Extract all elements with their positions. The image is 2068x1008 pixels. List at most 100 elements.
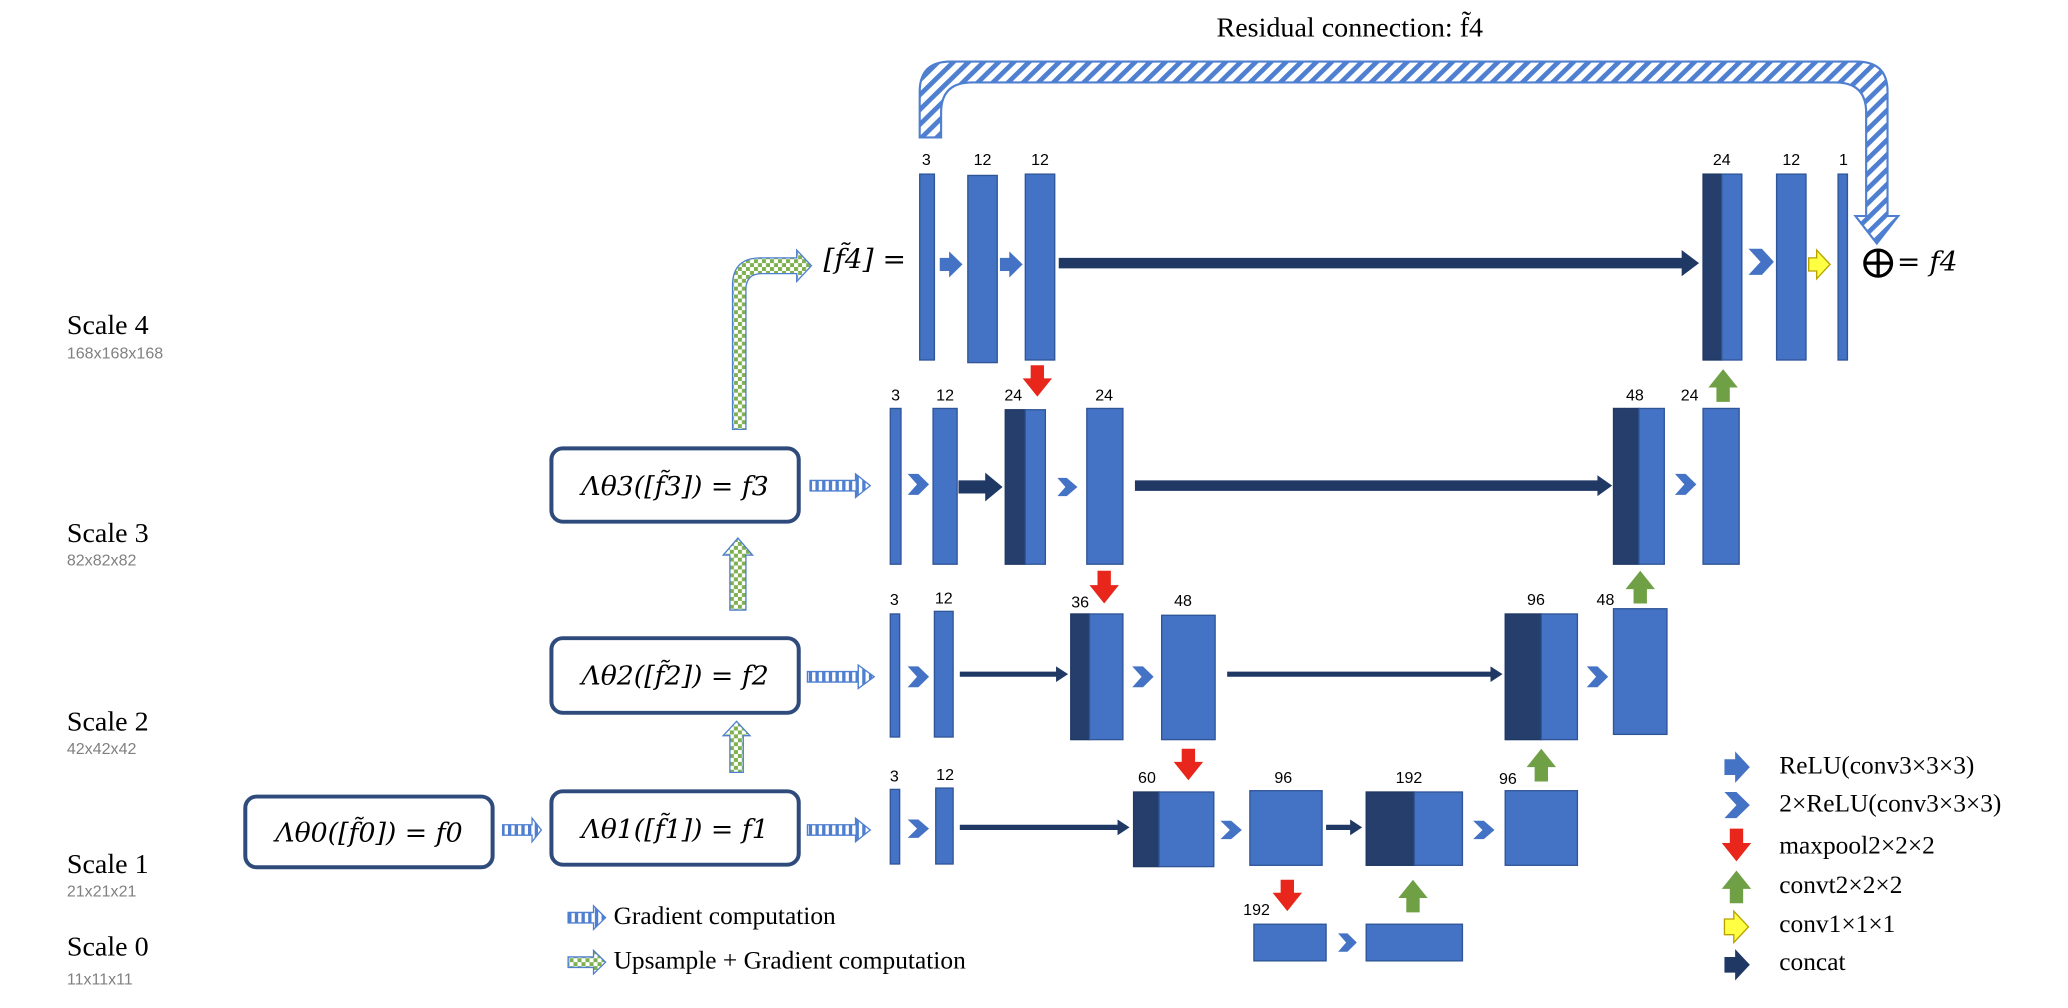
gradient-arrow-f1 [806, 816, 872, 844]
lambda-formula-f2: Λθ2([f̃2]) = f2 [581, 659, 769, 692]
double-relu-chevron-s3-b [1057, 477, 1078, 497]
block-s3-3ch [889, 407, 902, 565]
double-relu-chevron-s1-c [1473, 820, 1495, 840]
block-s0-192ch-b [1365, 923, 1464, 962]
channel-label: 48 [1625, 386, 1644, 405]
channel-label: 24 [1004, 386, 1023, 405]
channel-label: 48 [1596, 590, 1615, 609]
concat-arrow-s3 [1134, 475, 1613, 497]
yellow-arrow-icon [1723, 909, 1750, 945]
block-s2-up-48ch [1612, 608, 1668, 736]
block-s4-12ch-a [967, 174, 998, 364]
concat-arrow-s4 [1058, 250, 1700, 277]
scale-dim-3: 82x82x82 [66, 551, 137, 570]
legend-label-upsample: Upsample + Gradient computation [613, 947, 966, 976]
upsample-gradient-arrow-s2 [721, 720, 752, 774]
channel-label: 12 [934, 589, 953, 608]
channel-label: 96 [1274, 768, 1293, 787]
upsample-gradient-arrow-s3 [721, 537, 755, 611]
block-s2-concat-dark [1070, 613, 1091, 741]
channel-label: 24 [1680, 386, 1699, 405]
channel-label: 12 [936, 386, 955, 405]
scale-label-0: Scale 0 [66, 930, 149, 963]
legend-label-2relu: 2×ReLU(conv3×3×3) [1779, 790, 2002, 819]
lambda-formula-f1: Λθ1([f̃1]) = f1 [581, 812, 769, 844]
red-down-arrow-icon [1721, 828, 1752, 862]
block-s4-1ch [1837, 173, 1849, 361]
block-s1-up-96ch [1504, 790, 1579, 866]
convt-arrow-s0 [1398, 879, 1428, 913]
double-relu-chevron-s1-b [1220, 820, 1242, 840]
channel-label: 12 [973, 150, 992, 169]
channel-label: 12 [936, 765, 955, 785]
block-s3-up-concat-dark [1612, 407, 1640, 565]
concat-arrow-s2-a [959, 666, 1069, 683]
convt-arrow-s1 [1526, 748, 1557, 782]
channel-label: 3 [921, 150, 931, 169]
block-s0-192ch-a [1253, 923, 1327, 962]
channel-label: 24 [1712, 150, 1731, 169]
block-s3-24ch [1086, 407, 1124, 565]
concat-arrow-s1-a [959, 819, 1130, 836]
double-relu-chevron-s3-a [907, 473, 930, 495]
double-relu-chevron-s2-a [907, 666, 930, 688]
channel-label: 192 [1395, 768, 1423, 787]
channel-label: 36 [1071, 593, 1090, 612]
gradient-arrow-f0 [501, 816, 543, 844]
block-s4-3ch [919, 173, 936, 361]
double-relu-chevron-s0 [1338, 933, 1357, 952]
lambda-box-f2: Λθ2([f̃2]) = f2 [549, 636, 801, 715]
legend-label-conv1: conv1×1×1 [1779, 911, 1896, 939]
block-s2-up-concat-light [1540, 613, 1579, 741]
block-s1-12ch [935, 787, 954, 865]
blue-chevron-icon [1724, 791, 1750, 819]
residual-connection-arrow [918, 60, 1901, 246]
concat-arrow-s1-b [1326, 819, 1363, 836]
legend-label-relu: ReLU(conv3×3×3) [1779, 752, 1975, 781]
block-s2-48ch [1160, 614, 1216, 741]
double-relu-chevron-s2-c [1586, 666, 1609, 688]
lambda-formula-f0: Λθ0([f̃0]) = f0 [275, 816, 463, 848]
f4-output-formula: = f4 [1896, 246, 1958, 278]
sum-operator-icon [1863, 248, 1894, 278]
maxpool-arrow-s3 [1089, 570, 1119, 604]
convt-arrow-s3 [1708, 369, 1738, 402]
gradient-arrow-f3 [809, 472, 872, 499]
block-s2-concat-light [1088, 613, 1124, 741]
channel-label: 12 [1782, 150, 1801, 169]
double-relu-chevron-s2-b [1132, 666, 1154, 688]
scale-label-4: Scale 4 [66, 308, 149, 341]
block-s1-concat-light [1158, 791, 1215, 868]
gradient-arrow-f2 [806, 663, 876, 690]
scale-label-1: Scale 1 [66, 848, 149, 880]
lambda-box-f1: Λθ1([f̃1]) = f1 [549, 789, 801, 867]
block-s2-3ch [889, 613, 901, 738]
residual-connection-title: Residual connection: f̃4 [1216, 11, 1484, 44]
convt-arrow-s2 [1625, 570, 1655, 604]
green-up-arrow-icon [1721, 870, 1752, 904]
concat-arrow-s3-short [958, 472, 1003, 502]
block-s1-up-concat-light [1413, 791, 1464, 866]
block-s1-96ch [1249, 790, 1323, 866]
channel-label: 3 [889, 590, 899, 609]
double-relu-chevron-s1-a [907, 819, 930, 838]
block-s3-12ch [932, 407, 958, 565]
scale-label-2: Scale 2 [66, 705, 149, 738]
block-s1-3ch [889, 788, 901, 865]
block-s4-concat-dark [1702, 173, 1723, 361]
hatched-blue-arrow-icon [567, 904, 607, 932]
double-relu-chevron-s3-c [1674, 473, 1697, 495]
block-s1-up-concat-dark [1365, 791, 1415, 866]
navy-arrow-icon [1724, 949, 1750, 981]
scale-dim-4: 168x168x168 [66, 344, 164, 363]
channel-label: 96 [1527, 590, 1545, 609]
scale-dim-1: 21x21x21 [66, 882, 137, 901]
channel-label: 3 [889, 767, 899, 786]
f4-input-formula: [f̃4] = [823, 243, 907, 275]
legend-label-gradient: Gradient computation [613, 903, 836, 931]
maxpool-arrow-s4 [1022, 365, 1053, 397]
scale-label-3: Scale 3 [66, 517, 149, 549]
lambda-formula-f3: Λθ3([f̃3]) = f3 [581, 469, 769, 501]
